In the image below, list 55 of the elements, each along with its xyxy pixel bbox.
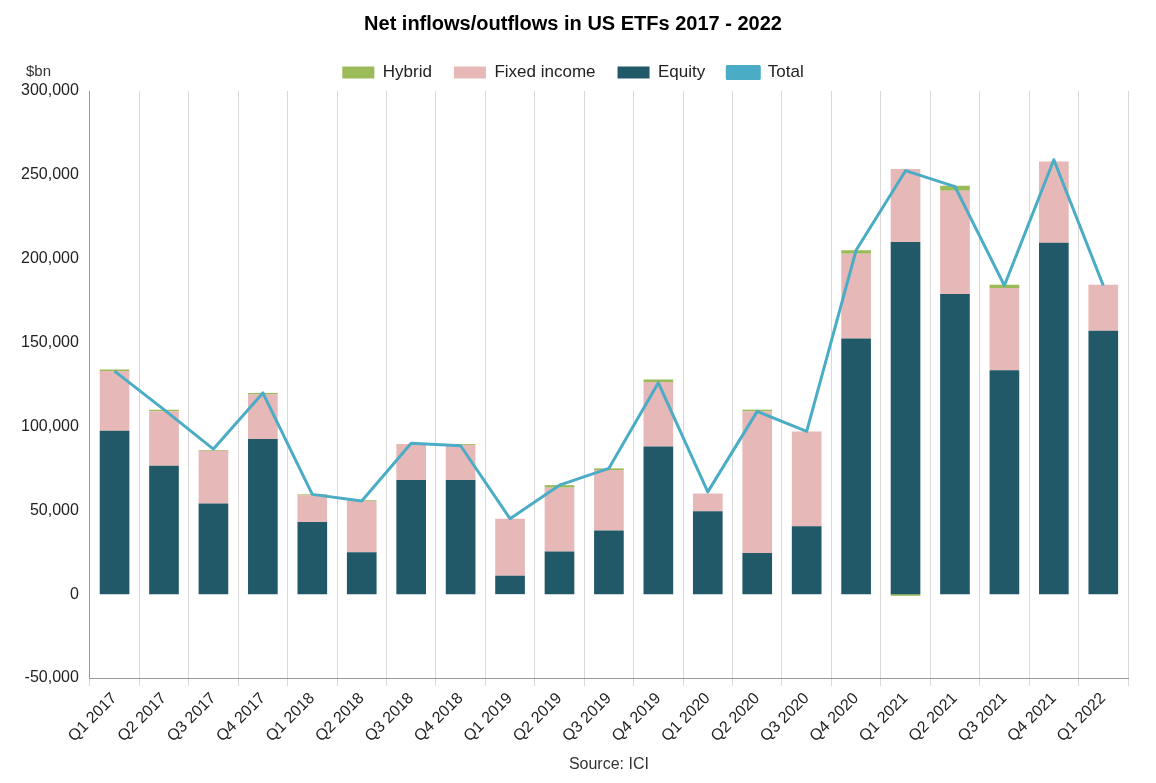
bar [297,495,328,523]
bar [99,371,130,431]
bar [940,293,970,595]
bar [890,241,921,595]
bar [346,501,377,553]
bar [99,430,130,595]
bar [594,470,624,531]
source-note: Source: ICI [568,755,649,773]
bar [989,288,1020,371]
bar [396,444,426,481]
legend-label: Total [767,62,804,82]
bar [692,511,723,595]
bar [544,551,575,595]
bar [396,480,426,595]
bar [890,168,921,242]
bar [1088,330,1119,595]
y-tick-label: 100,000 [20,416,79,434]
bar [198,503,229,595]
bar [1088,284,1119,331]
y-tick-label: 0 [69,584,79,602]
legend-label: Fixed income [494,62,596,82]
bar [594,530,624,595]
bar [742,411,773,554]
bar [346,552,377,595]
bar [198,450,229,504]
bar [989,370,1020,595]
bar [692,493,723,512]
legend-label: Hybrid [382,62,432,82]
bar [149,411,179,466]
bar [791,431,822,527]
bar [248,439,278,595]
y-tick-label: 300,000 [20,81,79,99]
bar [841,253,871,339]
y-tick-label: 150,000 [20,332,79,350]
y-tick-label: 200,000 [20,249,79,267]
bar [742,553,773,595]
y-axis-title: $bn [26,61,52,79]
bar [791,526,822,595]
legend-label: Equity [658,62,706,82]
bar [445,480,476,595]
bar [643,446,674,595]
bar [495,518,525,576]
y-tick-label: -50,000 [24,668,79,686]
bar [297,522,328,595]
bar [544,487,575,552]
bar [1039,242,1069,595]
bar [1039,161,1069,243]
bar [643,379,674,382]
chart-title: Net inflows/outflows in US ETFs 2017 - 2022 [364,11,782,34]
bar [940,190,970,294]
y-tick-label: 50,000 [29,500,79,518]
bar [495,575,525,595]
y-tick-label: 250,000 [20,165,79,183]
bar [841,338,871,595]
bar [149,465,179,595]
